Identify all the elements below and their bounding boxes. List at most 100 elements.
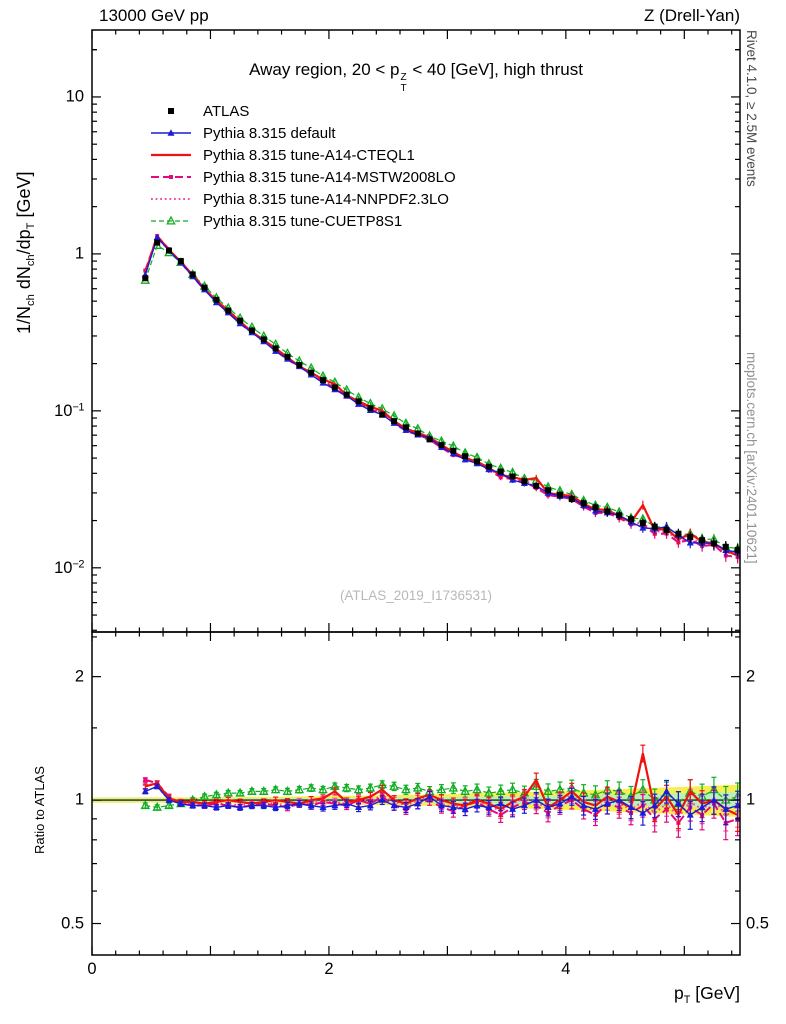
marker-pythia-8-315-default: [414, 799, 422, 807]
legend-item-atlas: ATLAS: [148, 100, 456, 122]
marker-atlas: [592, 504, 599, 511]
title-pre: Away region, 20 < p: [249, 60, 400, 79]
marker-atlas: [237, 317, 244, 324]
marker-atlas: [142, 275, 149, 282]
legend-label: Pythia 8.315 tune-CUETP8S1: [203, 212, 403, 230]
marker-atlas: [545, 487, 552, 494]
legend-label: Pythia 8.315 tune-A14-MSTW2008LO: [203, 168, 456, 186]
marker-atlas: [675, 530, 682, 537]
label-segment: [GeV]: [690, 983, 740, 1003]
marker-atlas: [710, 540, 717, 547]
marker-pythia-8-315-default: [165, 796, 173, 803]
marker-atlas: [734, 546, 740, 553]
marker-atlas: [426, 436, 433, 443]
legend-label: ATLAS: [203, 102, 250, 120]
marker-pythia-8-315-tune-cuetp8s1: [365, 782, 376, 792]
marker-pythia-8-315-default: [686, 811, 694, 818]
marker-atlas: [331, 384, 338, 391]
marker-pythia-8-315-tune-cuetp8s1: [341, 782, 352, 792]
legend-sample-pythia-8-315-tune-cuetp8s1: [151, 215, 191, 225]
marker-pythia-8-315-tune-cuetp8s1: [353, 784, 364, 794]
marker-pythia-8-315-default: [674, 799, 682, 807]
marker-pythia-8-315-default: [556, 799, 564, 807]
label-segment: dN: [14, 266, 34, 295]
marker-pythia-8-315-default: [520, 801, 528, 809]
marker-pythia-8-315-default: [437, 801, 445, 809]
marker-pythia-8-315-default: [485, 803, 493, 811]
main-panel-data: [140, 233, 740, 564]
marker-pythia-8-315-tune-cuetp8s1: [389, 781, 399, 790]
legend-marker: [166, 215, 176, 225]
marker-atlas: [166, 247, 173, 254]
marker-pythia-8-315-default: [272, 803, 280, 811]
marker-pythia-8-315-tune-cuetp8s1: [140, 800, 151, 810]
series-line-ratio-pythia-8-315-tune-a14-nnpdf2-3lo: [145, 782, 738, 819]
marker-pythia-8-315-default: [366, 801, 374, 809]
legend-item-pythia-8-315-tune-cuetp8s1: Pythia 8.315 tune-CUETP8S1: [148, 210, 456, 232]
marker-pythia-8-315-tune-cuetp8s1: [211, 789, 222, 799]
legend-sample-atlas: [168, 108, 174, 114]
marker-pythia-8-315-tune-cuetp8s1: [258, 786, 269, 795]
marker-atlas: [154, 239, 161, 246]
marker-pythia-8-315-default: [201, 801, 209, 809]
marker-pythia-8-315-default: [473, 801, 481, 809]
marker-pythia-8-315-default: [283, 801, 291, 809]
marker-atlas: [355, 398, 362, 405]
ratio-panel-frame: [91, 631, 741, 956]
marker-atlas: [474, 458, 481, 465]
marker-atlas: [414, 430, 421, 437]
beam-energy-label: 13000 GeV pp: [99, 6, 209, 25]
marker-pythia-8-315-default: [212, 803, 220, 811]
marker-pythia-8-315-default: [307, 801, 315, 809]
mcplots-attribution-note: mcplots.cern.ch [arXiv:2401.10621]: [744, 352, 759, 564]
label-segment: ch: [24, 294, 37, 306]
marker-atlas: [201, 284, 208, 291]
marker-pythia-8-315-default: [497, 799, 505, 807]
marker-pythia-8-315-tune-cuetp8s1: [412, 782, 423, 792]
marker-pythia-8-315-default: [260, 801, 268, 809]
marker-pythia-8-315-tune-cuetp8s1: [223, 787, 234, 797]
marker-pythia-8-315-default: [248, 801, 256, 809]
legend-marker: [167, 129, 175, 136]
marker-atlas: [699, 537, 706, 544]
marker-atlas: [628, 516, 635, 523]
legend-sample-pythia-8-315-tune-a14-nnpdf2-3lo: [151, 198, 191, 200]
marker-pythia-8-315-default: [461, 805, 469, 812]
marker-pythia-8-315-default: [568, 792, 576, 800]
marker-pythia-8-315-default: [295, 799, 303, 807]
marker-atlas: [616, 512, 623, 519]
legend-label: Pythia 8.315 tune-A14-CTEQL1: [203, 146, 415, 164]
marker-atlas: [568, 496, 575, 503]
marker-atlas: [651, 523, 658, 530]
marker-pythia-8-315-tune-cuetp8s1: [164, 800, 174, 810]
marker-atlas: [272, 345, 279, 352]
legend-sample-pythia-8-315-default: [151, 129, 191, 136]
series-line-main-pythia-8-315-tune-a14-nnpdf2-3lo: [144, 235, 738, 556]
label-segment: T: [24, 222, 37, 230]
marker-atlas: [248, 327, 255, 334]
marker-pythia-8-315-tune-cuetp8s1: [235, 787, 245, 797]
marker-pythia-8-315-default: [390, 801, 398, 809]
marker-pythia-8-315-default: [189, 801, 197, 809]
marker-pythia-8-315-tune-cuetp8s1: [247, 786, 257, 795]
legend-sample-pythia-8-315-tune-a14-mstw2008lo: [151, 175, 191, 179]
series-line-main-pythia-8-315-tune-a14-mstw2008lo: [144, 234, 738, 559]
marker-atlas: [225, 307, 232, 314]
label-segment: 1/N: [14, 305, 34, 334]
marker-atlas: [308, 369, 315, 376]
marker-pythia-8-315-tune-cuetp8s1: [152, 801, 162, 811]
marker-pythia-8-315-tune-a14-mstw2008lo: [143, 777, 148, 782]
title-post: < 40 [GeV], high thrust: [407, 60, 583, 79]
marker-atlas: [509, 473, 516, 480]
marker-atlas: [521, 478, 528, 485]
label-segment: [GeV]: [14, 171, 34, 223]
marker-atlas: [687, 534, 694, 541]
marker-atlas: [533, 482, 540, 489]
legend-item-pythia-8-315-tune-a14-mstw2008lo: Pythia 8.315 tune-A14-MSTW2008LO: [148, 166, 456, 188]
marker-pythia-8-315-tune-cuetp8s1: [460, 786, 470, 795]
main-y-axis-label: 1/Nch dNch/dpT [GeV]: [14, 171, 37, 334]
marker-pythia-8-315-default: [639, 809, 647, 816]
